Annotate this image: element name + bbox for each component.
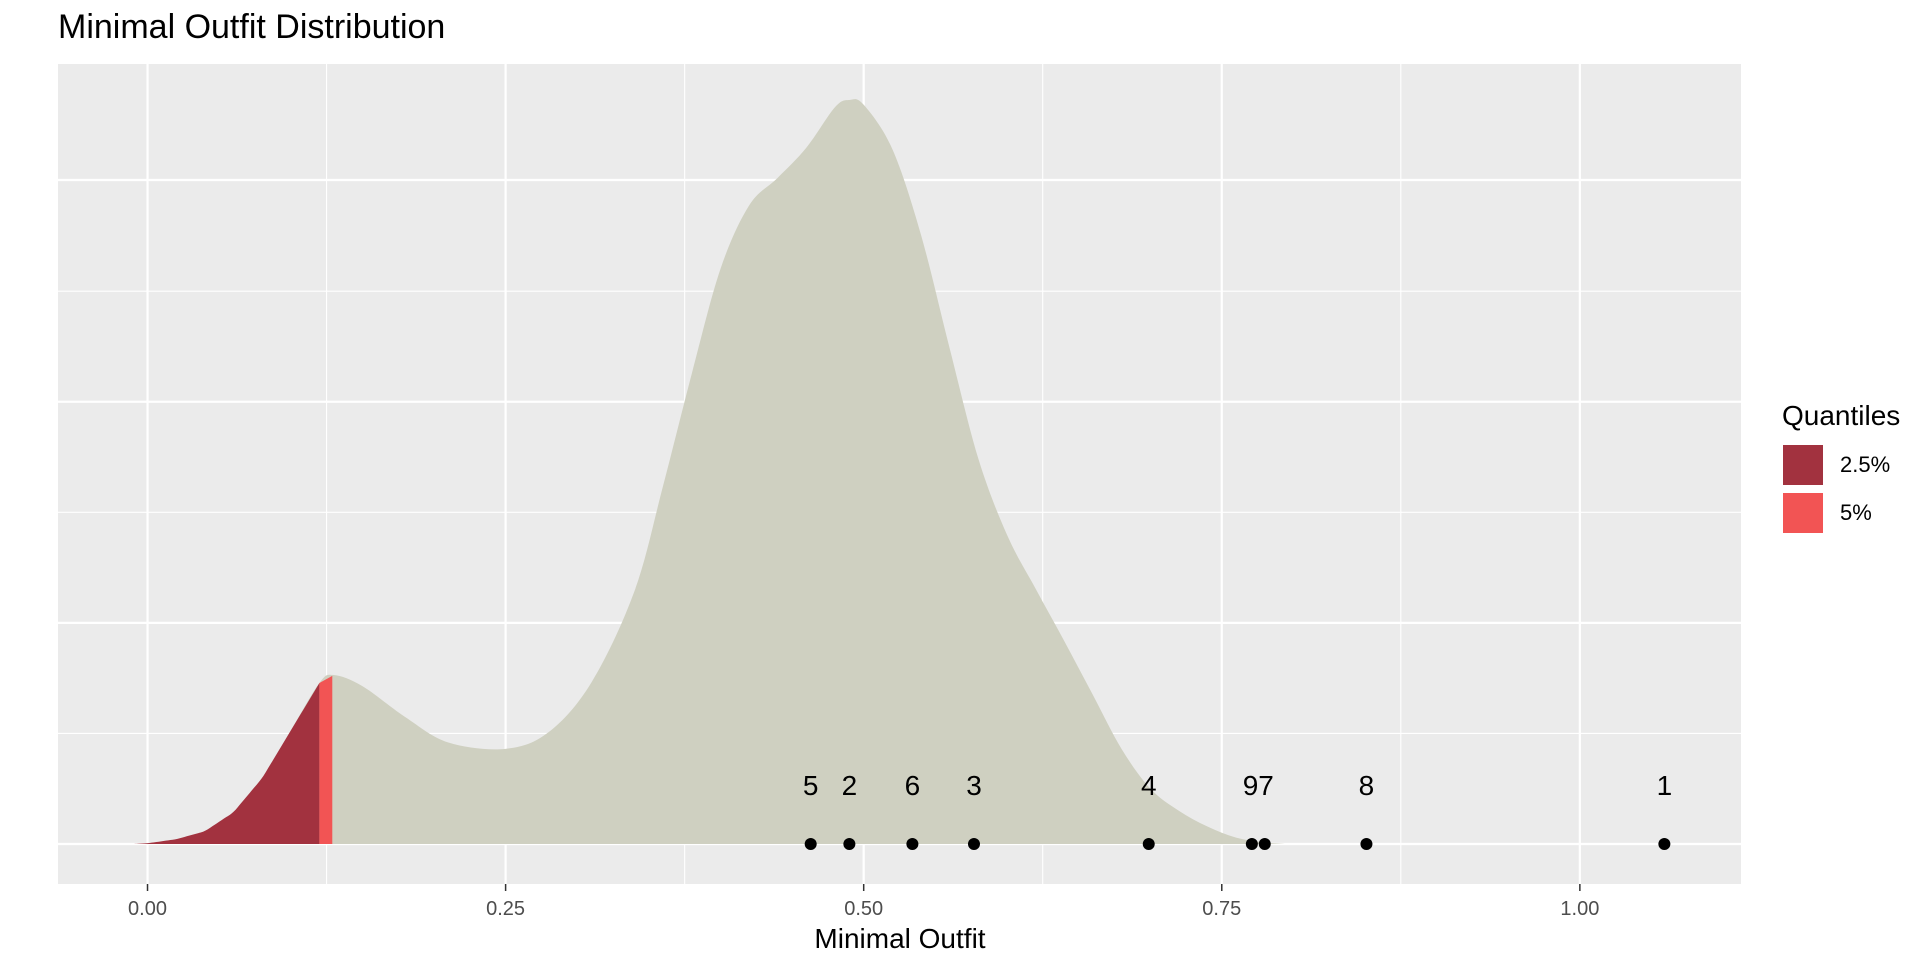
legend: Quantiles 2.5% 5% xyxy=(1782,400,1900,538)
legend-label-5: 5% xyxy=(1840,500,1872,525)
x-tick-label: 1.00 xyxy=(1560,898,1599,920)
x-tick-label: 0.50 xyxy=(844,898,883,920)
point-label-6: 6 xyxy=(905,770,921,801)
x-axis-label: Minimal Outfit xyxy=(814,923,985,954)
quantile-layer xyxy=(133,675,333,844)
density-layer xyxy=(133,99,1287,845)
point-label-5: 5 xyxy=(803,770,819,801)
data-point-4 xyxy=(1142,838,1155,850)
data-point-8 xyxy=(1360,838,1373,850)
point-label-8: 8 xyxy=(1359,770,1375,801)
x-tick-label: 0.25 xyxy=(486,898,525,920)
x-axis: 0.00 0.25 0.50 0.75 1.00 xyxy=(128,884,1599,920)
data-point-3 xyxy=(967,838,980,850)
data-point-2 xyxy=(843,838,856,850)
point-label-4: 4 xyxy=(1141,770,1157,801)
legend-item-5: 5% xyxy=(1782,490,1900,536)
legend-swatch-2-5 xyxy=(1782,444,1824,486)
point-label-2: 2 xyxy=(842,770,858,801)
legend-label-2-5: 2.5% xyxy=(1840,452,1891,477)
density-area xyxy=(133,99,1287,845)
data-point-7 xyxy=(1258,838,1271,850)
data-point-5 xyxy=(804,838,817,850)
x-tick-label: 0.00 xyxy=(128,898,167,920)
x-tick-label: 0.75 xyxy=(1202,898,1241,920)
point-label-97: 97 xyxy=(1243,770,1274,801)
quantile-region-2-5 xyxy=(133,682,320,844)
point-label-3: 3 xyxy=(966,770,982,801)
legend-swatch-5 xyxy=(1782,492,1824,534)
quantile-region-5 xyxy=(319,675,333,844)
legend-item-2-5: 2.5% xyxy=(1782,442,1900,488)
chart-title: Minimal Outfit Distribution xyxy=(58,8,446,46)
data-point-9 xyxy=(1245,838,1258,850)
point-label-1: 1 xyxy=(1657,770,1673,801)
data-point-6 xyxy=(906,838,919,850)
legend-title: Quantiles xyxy=(1782,400,1901,431)
points-layer: 5 2 6 3 4 97 8 1 xyxy=(803,770,1672,850)
data-point-1 xyxy=(1658,838,1671,850)
